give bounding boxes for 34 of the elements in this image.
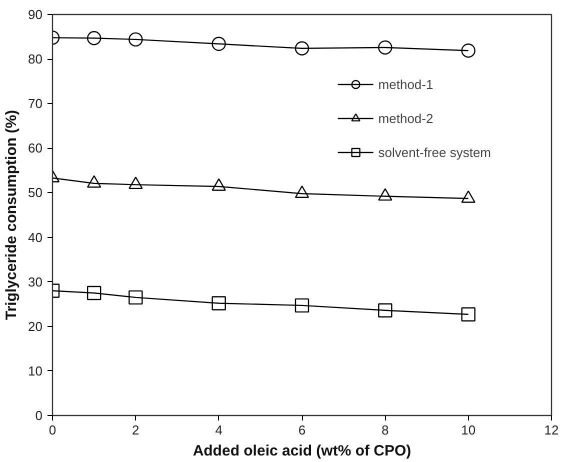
y-tick-label: 0: [35, 408, 43, 423]
legend-label: solvent-free system: [378, 144, 491, 160]
legend-label: method-2: [378, 110, 434, 126]
y-tick-label: 10: [28, 363, 43, 378]
x-tick-label: 10: [461, 422, 476, 438]
point: [378, 40, 392, 55]
y-axis-title: Triglyceride consumption (%): [3, 110, 20, 320]
point: [86, 31, 102, 46]
y-tick-label: 20: [28, 318, 43, 334]
y-tick-label: 90: [28, 7, 43, 22]
y-tick-label: 50: [28, 185, 43, 200]
point: [378, 303, 392, 318]
point: [128, 290, 143, 305]
x-tick-label: 0: [48, 422, 56, 438]
point: [294, 41, 310, 56]
y-tick-label: 30: [28, 274, 43, 290]
y-tick-label: 70: [28, 96, 43, 112]
x-axis-title: Added oleic acid (wt% of CPO): [192, 442, 412, 460]
y-tick-label: 60: [28, 140, 43, 156]
point: [461, 44, 476, 58]
point: [212, 36, 226, 51]
legend-label: method-1: [378, 76, 434, 92]
x-tick-label: 4: [215, 422, 222, 438]
point: [86, 286, 102, 300]
y-tick-label: 40: [28, 230, 43, 245]
x-tick-label: 12: [544, 422, 559, 438]
x-tick-label: 6: [298, 422, 306, 438]
point: [461, 307, 476, 322]
point: [294, 298, 310, 313]
y-tick-label: 80: [28, 52, 43, 67]
x-tick-label: 8: [382, 422, 389, 438]
point: [128, 32, 143, 47]
point: [212, 296, 226, 310]
x-tick-label: 2: [132, 422, 140, 438]
